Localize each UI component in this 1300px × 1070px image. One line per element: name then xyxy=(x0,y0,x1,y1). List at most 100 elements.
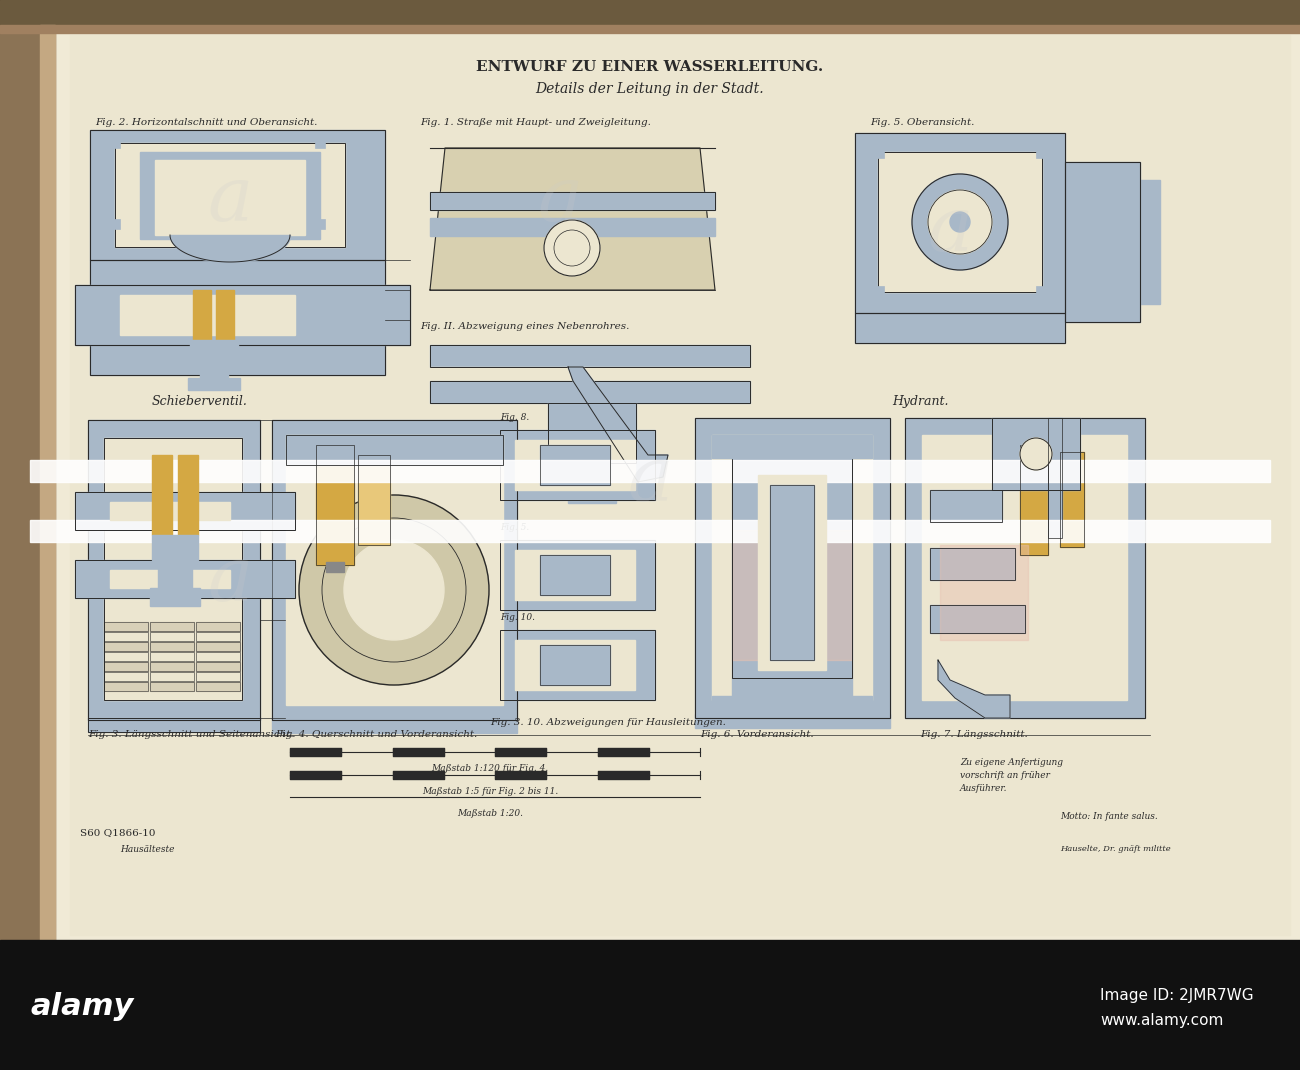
Bar xyxy=(104,438,242,700)
Text: Fig. 8.: Fig. 8. xyxy=(500,413,529,422)
Text: Schieberventil.: Schieberventil. xyxy=(152,395,248,408)
Bar xyxy=(549,403,636,463)
Bar xyxy=(732,458,852,678)
Text: Fig. 3. Längsschnitt und Seitenansicht.: Fig. 3. Längsschnitt und Seitenansicht. xyxy=(88,730,294,739)
Bar xyxy=(90,260,385,374)
Bar xyxy=(1036,286,1048,299)
Bar xyxy=(930,548,1015,580)
Bar xyxy=(992,418,1080,490)
Bar xyxy=(393,771,443,779)
Bar xyxy=(598,748,649,756)
Text: Hauselte, Dr. gnäft militte: Hauselte, Dr. gnäft militte xyxy=(1060,845,1171,853)
Text: www.alamy.com: www.alamy.com xyxy=(1100,1013,1223,1028)
Bar xyxy=(430,192,715,210)
Text: Fig. 6. Vorderansicht.: Fig. 6. Vorderansicht. xyxy=(699,730,814,739)
Text: Zu eigene Anfertigung
vorschrift an früher
Ausführer.: Zu eigene Anfertigung vorschrift an früh… xyxy=(959,758,1063,793)
Text: Fig. 3. 10. Abzweigungen für Hausleitungen.: Fig. 3. 10. Abzweigungen für Hausleitung… xyxy=(490,718,725,727)
Bar xyxy=(878,152,1043,292)
Circle shape xyxy=(299,495,489,685)
Bar xyxy=(732,678,852,696)
Bar xyxy=(940,545,1028,640)
Bar xyxy=(90,260,385,374)
Text: a: a xyxy=(207,163,252,236)
Bar xyxy=(150,662,194,671)
Bar xyxy=(111,502,230,520)
Text: Hausälteste: Hausälteste xyxy=(120,845,174,854)
Bar xyxy=(1036,146,1048,158)
Bar xyxy=(905,418,1145,718)
Text: a: a xyxy=(207,542,252,617)
Circle shape xyxy=(344,540,445,640)
Bar xyxy=(930,605,1024,633)
Bar xyxy=(104,642,148,651)
Circle shape xyxy=(543,220,601,276)
Bar xyxy=(196,652,240,661)
Bar xyxy=(540,645,610,685)
Bar xyxy=(992,418,1080,490)
Bar xyxy=(196,642,240,651)
Bar xyxy=(140,152,320,239)
Bar xyxy=(90,129,385,260)
Text: Fig. II. Abzweigung eines Nebenrohres.: Fig. II. Abzweigung eines Nebenrohres. xyxy=(420,322,629,331)
Bar xyxy=(598,771,649,779)
Bar xyxy=(732,530,852,660)
Bar xyxy=(855,133,1065,314)
Bar xyxy=(515,640,634,690)
Bar xyxy=(1060,452,1084,547)
Bar xyxy=(515,550,634,600)
Bar xyxy=(272,718,517,733)
Text: a: a xyxy=(627,443,673,517)
Text: Fig. 5. Oberansicht.: Fig. 5. Oberansicht. xyxy=(870,118,975,127)
Bar xyxy=(549,403,636,463)
Bar xyxy=(326,562,344,572)
Bar xyxy=(104,438,242,700)
Bar xyxy=(196,672,240,681)
Bar xyxy=(104,682,148,691)
Bar xyxy=(1060,452,1084,547)
Bar xyxy=(1048,418,1062,538)
Bar xyxy=(358,455,390,545)
Bar xyxy=(55,30,1300,941)
Text: Fig. 10.: Fig. 10. xyxy=(500,613,536,622)
Bar xyxy=(770,485,814,660)
Bar xyxy=(104,682,148,691)
Bar xyxy=(495,771,546,779)
Bar xyxy=(150,588,200,606)
Text: a: a xyxy=(927,193,972,268)
Circle shape xyxy=(950,212,970,232)
Bar xyxy=(540,445,610,485)
Bar xyxy=(855,133,1065,314)
Bar xyxy=(272,421,517,720)
Bar xyxy=(196,662,240,671)
Bar xyxy=(430,367,750,381)
Bar xyxy=(430,192,715,210)
Bar xyxy=(152,455,172,535)
Bar xyxy=(75,285,410,345)
Text: Maßstab 1:20.: Maßstab 1:20. xyxy=(458,809,523,817)
Bar xyxy=(286,435,503,465)
Bar xyxy=(150,682,194,691)
Bar xyxy=(150,622,194,631)
Bar xyxy=(500,540,655,610)
Bar xyxy=(770,485,814,660)
Bar xyxy=(855,314,1065,343)
Text: Maßstab 1:120 für Fig. 4.: Maßstab 1:120 für Fig. 4. xyxy=(432,764,549,773)
Bar xyxy=(114,143,344,247)
Bar xyxy=(150,672,194,681)
Polygon shape xyxy=(939,660,1010,718)
Bar xyxy=(272,421,517,720)
Bar xyxy=(104,632,148,641)
Text: Hydrant.: Hydrant. xyxy=(892,395,948,408)
Bar xyxy=(75,560,295,598)
Bar xyxy=(922,435,1127,700)
Bar xyxy=(495,748,546,756)
Bar xyxy=(196,682,240,691)
Bar xyxy=(500,630,655,700)
Bar xyxy=(178,455,198,535)
Bar xyxy=(0,25,1300,33)
Bar xyxy=(150,662,194,671)
Bar xyxy=(88,421,260,720)
Bar xyxy=(358,455,390,545)
Circle shape xyxy=(913,174,1008,270)
Bar xyxy=(1020,445,1048,555)
